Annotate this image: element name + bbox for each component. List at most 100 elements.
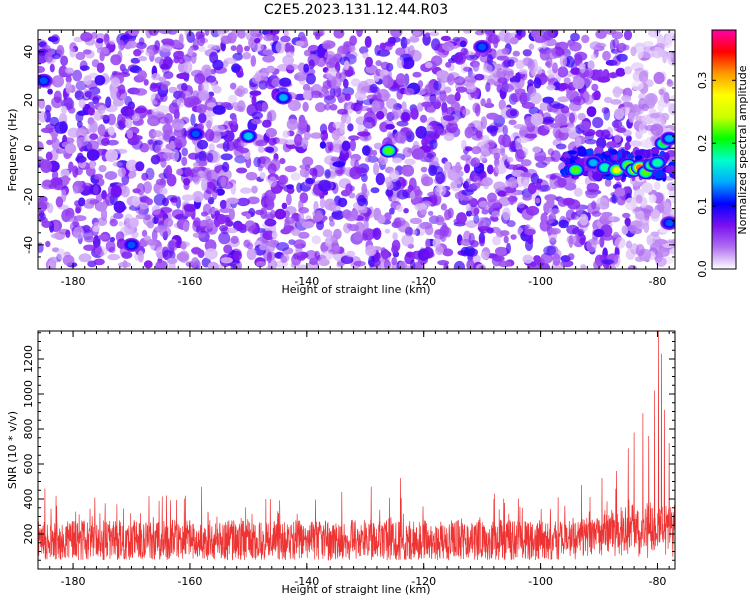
heatmap-cell [38,212,46,222]
heatmap-cell [113,200,126,214]
heatmap-cell [126,40,138,49]
heatmap-cell [371,149,378,157]
heatmap-cell [580,264,587,269]
heatmap-cell [397,220,410,233]
heatmap-cell [604,178,612,187]
heatmap-cell [593,229,605,238]
heatmap-cell [96,38,104,44]
heatmap-cell [145,167,155,181]
heatmap-cell [333,86,342,98]
heatmap-cell [38,141,44,152]
heatmap-cell [235,263,242,269]
heatmap-cell [579,121,591,131]
heatmap-cell [206,152,214,163]
heatmap-cell [550,208,560,214]
heatmap-hot-spot [127,241,136,249]
heatmap-cell [247,196,260,205]
heatmap-cell [75,80,87,91]
heatmap-cell [596,197,609,209]
heatmap-cell [437,93,449,104]
heatmap-cell [91,31,98,39]
heatmap-cell [512,50,520,57]
heatmap-cell [303,49,311,57]
heatmap-cell [50,233,61,239]
heatmap-cell [634,149,644,156]
heatmap-cell [666,79,674,87]
heatmap-cell [455,86,468,93]
heatmap-cell [421,101,434,108]
heatmap-cell [89,133,99,140]
heatmap-cell [607,72,619,79]
heatmap-cell [411,30,422,37]
heatmap-cell [365,244,377,257]
heatmap-cell [623,30,633,41]
heatmap-cell [262,119,272,128]
heatmap-cell [220,257,233,264]
heatmap-cell [190,113,196,126]
heatmap-cell [156,105,170,114]
heatmap-cell [126,129,133,139]
heatmap-cell [107,126,115,136]
heatmap-cell [534,150,547,163]
heatmap-cell [87,107,95,116]
heatmap-cell [597,76,611,83]
heatmap-cell [284,218,290,231]
heatmap-cell [112,161,123,167]
heatmap-cell [437,128,447,136]
heatmap-cell [282,55,294,66]
snr-x-label: Height of straight line (km) [281,583,430,596]
heatmap-cell [75,51,86,61]
heatmap-cell [107,253,120,261]
heatmap-cell [473,91,479,100]
heatmap-cell [566,224,579,235]
heatmap-cell [154,40,161,51]
heatmap-cell [350,78,361,87]
heatmap-cell [230,264,237,269]
heatmap-cell [138,56,148,62]
heatmap-cell [575,136,582,149]
x-tick-label: -120 [411,575,436,588]
heatmap-cell [131,196,141,207]
heatmap-cell [106,139,119,146]
heatmap-cell [65,81,72,94]
heatmap-cell [266,147,275,154]
heatmap-cell [559,54,568,68]
heatmap-cell [223,244,233,254]
heatmap-cell [78,197,86,207]
heatmap-cell [296,182,303,193]
heatmap-cell [599,236,605,248]
heatmap-cell [354,221,365,234]
heatmap-cell [38,242,44,253]
heatmap-cell [562,197,575,206]
heatmap-cell [40,127,54,134]
heatmap-cell [627,224,637,232]
colorbar-tick-label: 0.0 [696,260,709,278]
heatmap-cell [515,148,525,162]
heatmap-cell [622,212,631,219]
heatmap-cell [50,177,63,186]
heatmap-cell [152,130,163,138]
heatmap-cell [62,254,75,266]
heatmap-cell [155,260,168,269]
heatmap-cell [331,130,341,141]
heatmap-cell [56,248,66,261]
heatmap-cell [614,133,622,143]
heatmap-cell [151,204,161,216]
heatmap-cell [170,250,176,260]
heatmap-cell [414,203,428,211]
heatmap-cell [105,149,118,163]
heatmap-cell [99,51,105,62]
heatmap-cell [317,45,326,59]
heatmap-cell [460,47,468,56]
heatmap-cell [454,91,461,102]
heatmap-cell [319,123,328,135]
heatmap-cell [422,251,435,259]
x-tick-label: -180 [61,575,86,588]
heatmap-cell [119,63,126,72]
heatmap-cell [431,156,439,166]
heatmap-cell [624,217,631,227]
heatmap-cell [380,42,393,52]
heatmap-cell [340,255,354,265]
heatmap-cell [555,143,567,150]
heatmap-cell [621,95,632,103]
